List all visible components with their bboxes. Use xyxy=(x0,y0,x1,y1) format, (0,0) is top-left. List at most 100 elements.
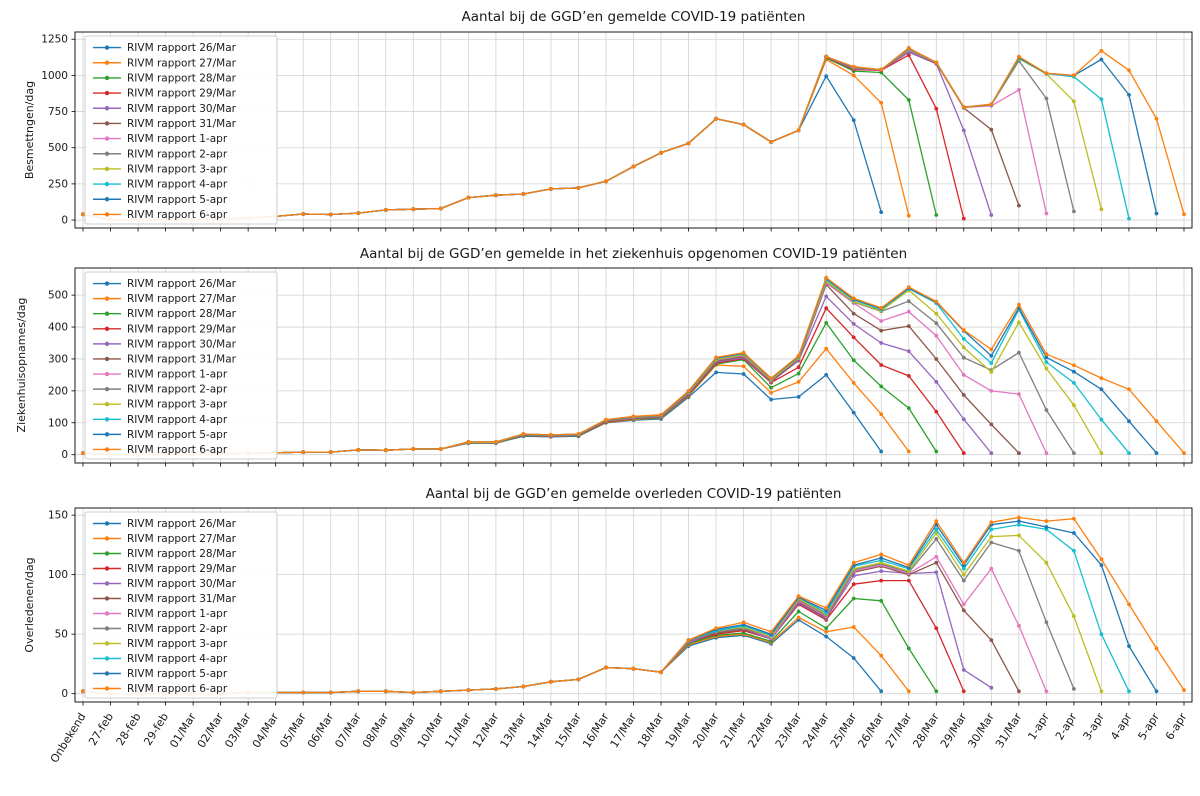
svg-text:28/Mar: 28/Mar xyxy=(910,710,942,750)
svg-text:16/Mar: 16/Mar xyxy=(580,710,612,750)
y-tick-labels: 0 50 100 150 xyxy=(48,510,68,701)
svg-text:1000: 1000 xyxy=(41,70,68,82)
chart3-title: Aantal bij de GGD’en gemelde overleden C… xyxy=(425,486,842,502)
svg-text:RIVM rapport 1-apr: RIVM rapport 1-apr xyxy=(127,133,228,145)
svg-text:1-apr: 1-apr xyxy=(1025,710,1052,742)
svg-text:21/Mar: 21/Mar xyxy=(718,710,750,750)
svg-text:300: 300 xyxy=(48,353,68,365)
svg-text:26/Mar: 26/Mar xyxy=(855,710,887,750)
svg-text:02/Mar: 02/Mar xyxy=(195,710,227,750)
svg-text:750: 750 xyxy=(48,106,68,118)
chart2-title: Aantal bij de GGD’en gemelde in het ziek… xyxy=(359,246,908,262)
svg-text:27/Mar: 27/Mar xyxy=(883,710,915,750)
svg-text:RIVM rapport 26/Mar: RIVM rapport 26/Mar xyxy=(127,518,237,530)
y-tick-labels: 0 250 500 750 1000 1250 xyxy=(41,34,68,227)
svg-text:RIVM rapport 6-apr: RIVM rapport 6-apr xyxy=(127,209,228,221)
legend-item: RIVM rapport 27/Mar xyxy=(93,293,237,305)
legend-item: RIVM rapport 26/Mar xyxy=(93,42,237,54)
legend-item: RIVM rapport 4-apr xyxy=(93,653,228,665)
legend-item: RIVM rapport 31/Mar xyxy=(93,118,237,130)
svg-text:10/Mar: 10/Mar xyxy=(415,710,447,750)
svg-text:250: 250 xyxy=(48,178,68,190)
legend-item: RIVM rapport 26/Mar xyxy=(93,518,237,530)
legend-item: RIVM rapport 6-apr xyxy=(93,683,228,695)
svg-text:30/Mar: 30/Mar xyxy=(965,710,997,750)
legend-item: RIVM rapport 27/Mar xyxy=(93,533,237,545)
svg-text:28-feb: 28-feb xyxy=(114,711,144,748)
svg-text:03/Mar: 03/Mar xyxy=(222,710,254,750)
svg-text:RIVM rapport 28/Mar: RIVM rapport 28/Mar xyxy=(127,308,237,320)
svg-text:13/Mar: 13/Mar xyxy=(498,710,530,750)
svg-text:29-feb: 29-feb xyxy=(141,711,171,748)
legend-item: RIVM rapport 27/Mar xyxy=(93,57,237,69)
svg-text:RIVM rapport 30/Mar: RIVM rapport 30/Mar xyxy=(127,338,237,350)
y-tick-labels: 0 100 200 300 400 500 xyxy=(48,290,68,462)
svg-text:05/Mar: 05/Mar xyxy=(277,710,309,750)
legend-item: RIVM rapport 2-apr xyxy=(93,148,228,160)
svg-text:RIVM rapport 29/Mar: RIVM rapport 29/Mar xyxy=(127,323,237,335)
svg-text:18/Mar: 18/Mar xyxy=(635,710,667,750)
chart1-ylabel: Besmettngen/dag xyxy=(23,80,36,180)
svg-text:RIVM rapport 29/Mar: RIVM rapport 29/Mar xyxy=(127,563,237,575)
svg-text:RIVM rapport 5-apr: RIVM rapport 5-apr xyxy=(127,194,228,206)
legend-box xyxy=(84,511,278,699)
chart3-ylabel: Overledenen/dag xyxy=(23,557,36,653)
svg-text:29/Mar: 29/Mar xyxy=(938,710,970,750)
legend: RIVM rapport 26/Mar RIVM rapport 27/Mar RI… xyxy=(84,271,278,460)
svg-text:200: 200 xyxy=(48,385,68,397)
svg-text:RIVM rapport 5-apr: RIVM rapport 5-apr xyxy=(127,429,228,441)
svg-text:4-apr: 4-apr xyxy=(1108,710,1135,742)
svg-text:RIVM rapport 2-apr: RIVM rapport 2-apr xyxy=(127,148,228,160)
legend-item: RIVM rapport 3-apr xyxy=(93,638,228,650)
svg-text:400: 400 xyxy=(48,322,68,334)
svg-text:24/Mar: 24/Mar xyxy=(800,710,832,750)
svg-text:RIVM rapport 31/Mar: RIVM rapport 31/Mar xyxy=(127,118,237,130)
svg-text:RIVM rapport 3-apr: RIVM rapport 3-apr xyxy=(127,399,228,411)
svg-text:25/Mar: 25/Mar xyxy=(828,710,860,750)
svg-text:08/Mar: 08/Mar xyxy=(360,710,392,750)
legend-item: RIVM rapport 29/Mar xyxy=(93,563,237,575)
svg-text:500: 500 xyxy=(48,290,68,302)
svg-text:3-apr: 3-apr xyxy=(1080,710,1107,742)
svg-text:RIVM rapport 27/Mar: RIVM rapport 27/Mar xyxy=(127,533,237,545)
legend-item: RIVM rapport 29/Mar xyxy=(93,323,237,335)
svg-text:1250: 1250 xyxy=(41,34,68,46)
legend: RIVM rapport 26/Mar RIVM rapport 27/Mar RI… xyxy=(84,511,278,699)
svg-text:100: 100 xyxy=(48,417,68,429)
svg-text:RIVM rapport 30/Mar: RIVM rapport 30/Mar xyxy=(127,103,237,115)
legend-item: RIVM rapport 28/Mar xyxy=(93,548,237,560)
x-tick-labels: Onbekend27-feb28-feb29-feb01/Mar02/Mar03… xyxy=(48,710,1190,765)
legend-item: RIVM rapport 31/Mar xyxy=(93,593,237,605)
legend: RIVM rapport 26/Mar RIVM rapport 27/Mar RI… xyxy=(84,35,278,225)
legend-item: RIVM rapport 28/Mar xyxy=(93,72,237,84)
legend-item: RIVM rapport 5-apr xyxy=(93,668,228,680)
svg-text:RIVM rapport 30/Mar: RIVM rapport 30/Mar xyxy=(127,578,237,590)
legend-item: RIVM rapport 2-apr xyxy=(93,384,228,396)
legend-item: RIVM rapport 6-apr xyxy=(93,209,228,221)
chart-3: 0 50 100 150 Onbekend27-feb28-feb29-feb01/Ma… xyxy=(48,507,1193,765)
svg-text:15/Mar: 15/Mar xyxy=(553,710,585,750)
chart2-ylabel: Ziekenhuisopnames/dag xyxy=(15,297,28,433)
svg-text:RIVM rapport 4-apr: RIVM rapport 4-apr xyxy=(127,414,228,426)
svg-text:RIVM rapport 31/Mar: RIVM rapport 31/Mar xyxy=(127,593,237,605)
legend-item: RIVM rapport 30/Mar xyxy=(93,578,237,590)
svg-text:RIVM rapport 3-apr: RIVM rapport 3-apr xyxy=(127,638,228,650)
svg-text:RIVM rapport 4-apr: RIVM rapport 4-apr xyxy=(127,179,228,191)
legend-item: RIVM rapport 1-apr xyxy=(93,133,228,145)
legend-box xyxy=(84,271,278,460)
svg-text:19/Mar: 19/Mar xyxy=(663,710,695,750)
axis-ticks xyxy=(71,514,1185,706)
svg-text:2-apr: 2-apr xyxy=(1053,710,1080,742)
legend-item: RIVM rapport 1-apr xyxy=(93,608,228,620)
svg-text:01/Mar: 01/Mar xyxy=(167,710,199,750)
svg-text:0: 0 xyxy=(61,688,68,700)
svg-text:14/Mar: 14/Mar xyxy=(525,710,557,750)
svg-text:6-apr: 6-apr xyxy=(1163,710,1190,742)
svg-text:RIVM rapport 27/Mar: RIVM rapport 27/Mar xyxy=(127,293,237,305)
svg-text:20/Mar: 20/Mar xyxy=(690,710,722,750)
axis-ticks xyxy=(71,38,1185,232)
svg-text:RIVM rapport 31/Mar: RIVM rapport 31/Mar xyxy=(127,353,237,365)
